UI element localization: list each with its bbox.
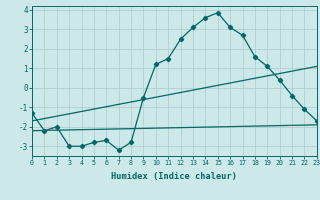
X-axis label: Humidex (Indice chaleur): Humidex (Indice chaleur) (111, 172, 237, 181)
